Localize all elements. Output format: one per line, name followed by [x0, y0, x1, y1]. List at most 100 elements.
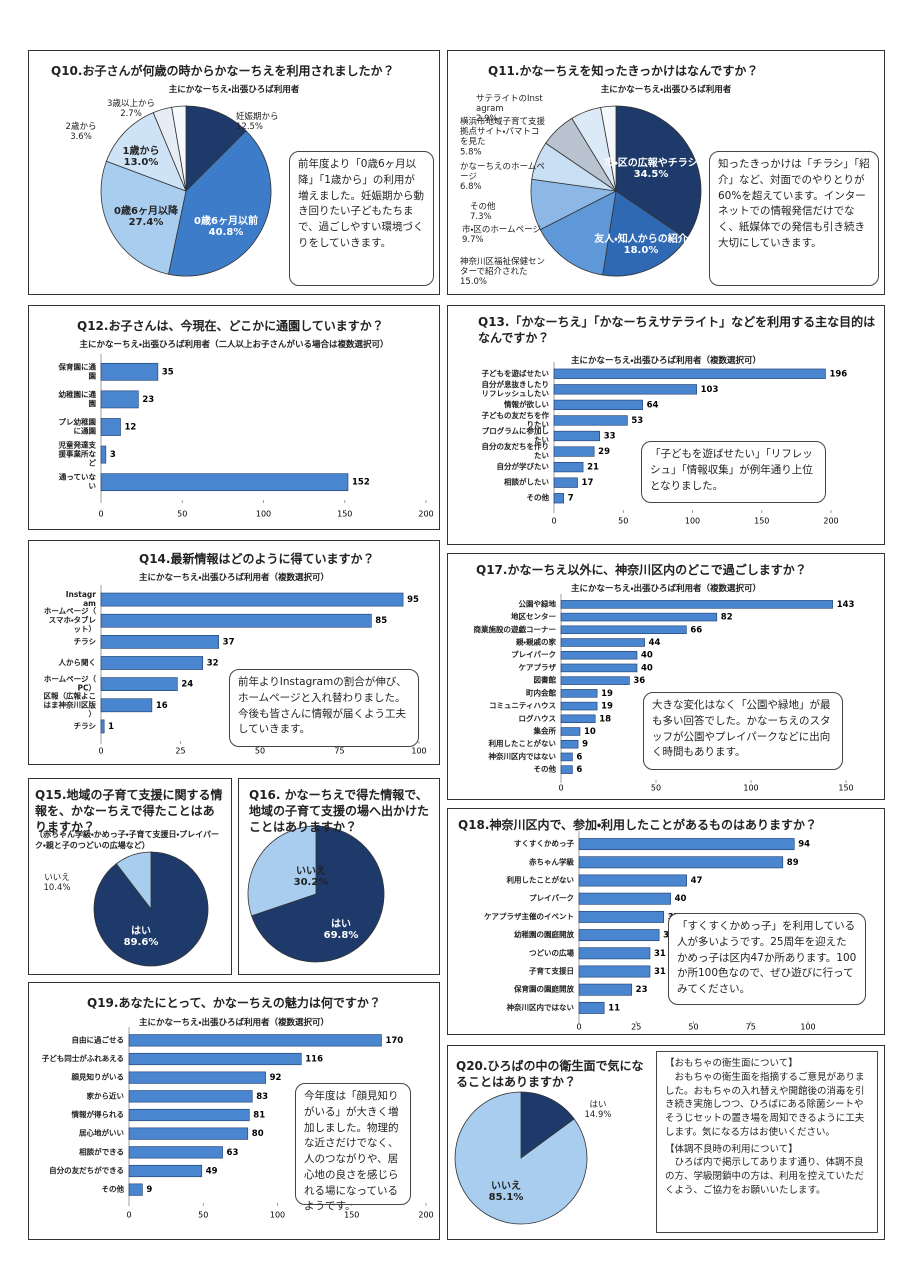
- chart-title: Q14.最新情報はどのように得ていますか？: [139, 552, 375, 566]
- bar: [560, 612, 718, 622]
- x-tick-label: 50: [177, 510, 187, 519]
- category-label: 区報（広報よこはま神奈川区版）: [44, 690, 97, 718]
- slice-label: いいえ: [44, 873, 70, 883]
- text-line: 友人・知人からの紹介: [594, 232, 687, 245]
- annotation-text: 今年度は「顔見知りがいる」が大きく増加しました。物理的な近さだけでなく、人のつな…: [304, 1090, 399, 1213]
- x-tick-label: 75: [746, 1023, 756, 1032]
- text-line: 居心地がいい: [79, 1128, 124, 1138]
- chart-panel: はい 89.6% いいえ 10.4% Q15.地域の子育て支援に関する情報を、かなーちえ…: [28, 778, 232, 975]
- category-label: ホームページ（スマホ・タブレット）: [44, 606, 97, 634]
- category-label: 自分の友だちができる: [49, 1165, 124, 1175]
- annotation-box: 「子どもを遊ばせたい」「リフレッシュ」「情報収集」が例年通り上位となりました。: [641, 441, 826, 503]
- text-line: リフレッシュしたい: [482, 388, 550, 398]
- bar-value: 40: [641, 651, 653, 661]
- bar: [560, 739, 579, 749]
- x-tick-label: 0: [126, 1211, 131, 1220]
- slice-label: 友人・知人からの紹介: [594, 232, 687, 245]
- annotation-box: 前年よりInstagramの割合が伸び、ホームページと入れ替わりました。今後も皆…: [229, 669, 419, 747]
- chart: 0 25 50 75 100 すくすくかめっ子 94 赤ちゃん学級 89 利用したことがない 47 プ…: [484, 831, 816, 1032]
- text-line: 通っていな: [59, 472, 97, 482]
- category-label: 相談ができる: [79, 1146, 124, 1156]
- x-tick-label: 25: [175, 747, 185, 756]
- text-line: 0歳6ヶ月以前: [194, 214, 258, 227]
- pie-slice: [615, 105, 702, 240]
- slice-label: 0歳6ヶ月以降: [114, 204, 179, 217]
- category-label: 図書館: [534, 675, 557, 685]
- bar: [578, 892, 671, 905]
- bar: [560, 752, 573, 762]
- bar: [560, 676, 630, 685]
- text-line: ケアプラザ: [519, 662, 557, 672]
- bar: [100, 613, 372, 628]
- category-label: 情報が得られる: [71, 1109, 125, 1119]
- category-label: プレイパーク: [529, 893, 574, 903]
- category-label: つどいの広場: [529, 947, 574, 957]
- chart-panel: 0 50 100 150 200 保育園に通園 35 幼稚園に通園 23 プレ幼稚園に通園 12 児童…: [28, 305, 440, 530]
- x-tick-label: 200: [418, 1211, 433, 1220]
- text-line: 赤ちゃん学級: [528, 856, 574, 866]
- text-line: 拠点サイト・パマトコ: [460, 126, 539, 137]
- annotation-box: 大きな変化はなく「公園や緑地」が最も多い回答でした。かなーちえのスタッフが公園や…: [643, 692, 843, 770]
- bar: [128, 1183, 143, 1196]
- bar-value: 152: [352, 478, 370, 488]
- chart-panel: 0 25 50 75 100 Instagr am 95 ホームページ（スマホ・タブレット） 85…: [28, 540, 440, 765]
- bar-value: 19: [601, 689, 613, 699]
- x-tick-label: 50: [651, 784, 661, 793]
- annotation-text: 前年度より「0歳6ヶ月以降」「1歳から」の利用が増えました。妊娠期から動き回りた…: [298, 158, 424, 249]
- category-label: 子どもの友だちを作りたい: [482, 410, 550, 429]
- text-line: 子ども同士がふれあえる: [42, 1053, 124, 1063]
- text-line: 子どもの友だちを作: [482, 410, 550, 420]
- text-line: チラシ: [74, 637, 97, 646]
- category-label: 神奈川区内ではない: [506, 1002, 575, 1012]
- chart-subtitle: （赤ちゃん学級・かめっ子・子育て支援日・プレイパーク・親と子のつどいの広場など）: [35, 830, 219, 850]
- slice-value: 40.8%: [209, 227, 244, 238]
- bar: [128, 1146, 223, 1159]
- text-line: ）: [89, 708, 97, 718]
- bar-value: 89: [787, 858, 799, 868]
- pie-slice: [251, 825, 385, 963]
- annotation-text: 「子どもを遊ばせたい」「リフレッシュ」「情報収集」が例年通り上位となりました。: [650, 448, 813, 492]
- category-label: 親・親戚の家: [515, 637, 557, 647]
- text-line: 図書館: [534, 675, 557, 685]
- bar: [560, 701, 598, 711]
- bar-value: 66: [690, 625, 702, 635]
- x-tick-label: 100: [743, 784, 758, 793]
- slice-label: いいえ: [296, 865, 326, 877]
- text-line: プレ幼稚園: [59, 417, 97, 427]
- bar-value: 81: [253, 1111, 265, 1121]
- text-line: 神奈川区内ではない: [506, 1002, 575, 1012]
- text-line: その他: [470, 201, 496, 212]
- slice-label: サテライトのInst agram: [476, 93, 543, 113]
- bar-value: 36: [633, 676, 645, 686]
- bar-value: 80: [252, 1129, 264, 1139]
- pie-slice: [100, 160, 187, 275]
- bar: [128, 1108, 250, 1122]
- category-label: すくすくかめっ子: [514, 839, 574, 848]
- bar-value: 33: [604, 432, 616, 442]
- bar-value: 82: [721, 613, 733, 623]
- text-line: 0歳6ヶ月以降: [114, 204, 179, 217]
- text-line: サテライトのInst: [476, 93, 543, 103]
- text-line: 市・区の広報やチラシ: [604, 156, 697, 169]
- category-label: 集会所: [533, 726, 557, 736]
- bar: [553, 446, 595, 457]
- category-label: 幼稚園の園庭開放: [514, 929, 574, 939]
- text-line: 2.7%: [120, 109, 142, 119]
- annotation-text: 前年よりInstagramの割合が伸び、ホームページと入れ替わりました。今後も皆…: [238, 676, 407, 736]
- slice-value: 12.5%: [236, 122, 263, 132]
- chart: 0 50 100 150 200 子どもを遊ばせたい 196 自分が息抜きしたりリフレッシュし…: [482, 362, 847, 526]
- text-line: 幼稚園の園庭開放: [514, 929, 574, 939]
- bar: [578, 838, 795, 851]
- bar-value: 116: [305, 1055, 323, 1065]
- text-line: 市・区のホームページ: [462, 224, 541, 235]
- chart-panel: 0 50 100 150 公園や緑地 143 地区センター 82 商業施設の遊戯コーナー 66 親・…: [447, 553, 885, 800]
- bar: [560, 663, 638, 673]
- bar-value: 19: [601, 702, 613, 712]
- slice-value: 18.0%: [624, 245, 659, 256]
- category-label: プレイパーク: [511, 649, 556, 659]
- annotation-text: 「すくすくかめっ子」を利用している人が多いようです。25周年を迎えたかめっ子は区…: [677, 920, 857, 995]
- category-label: 神奈川区内ではない: [488, 751, 557, 761]
- bar: [578, 947, 651, 960]
- slice-value: 6.8%: [460, 182, 482, 192]
